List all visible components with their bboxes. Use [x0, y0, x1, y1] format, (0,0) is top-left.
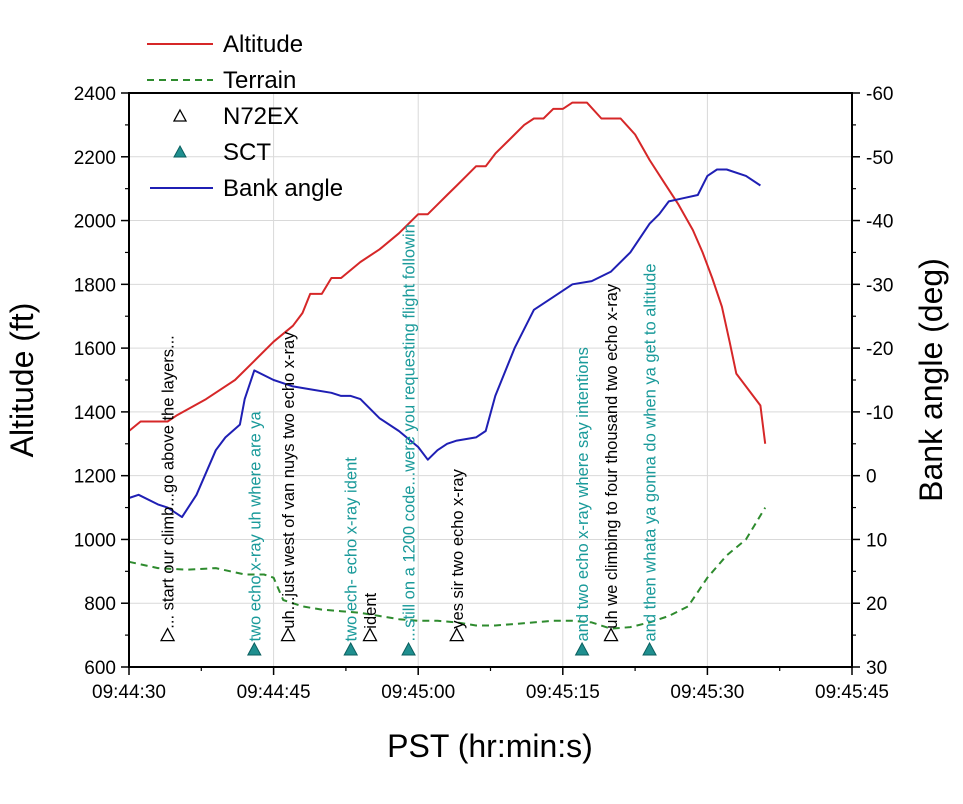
annotation-n72ex: yes sir two echo x-ray: [449, 468, 467, 628]
legend: Altitude Terrain N72EX SCT Bank angle: [147, 31, 343, 202]
legend-n72ex-label: N72EX: [223, 103, 299, 130]
marker-n72ex: [449, 627, 465, 642]
legend-bank-label: Bank angle: [223, 175, 343, 202]
legend-n72ex-marker: [172, 108, 188, 122]
legend-altitude-label: Altitude: [223, 31, 303, 58]
x-tick-label: 09:45:45: [815, 682, 889, 703]
y-tick-label: 1000: [74, 530, 116, 551]
marker-sct: [642, 641, 657, 656]
gridlines: [129, 93, 852, 667]
y-tick-label: 1800: [74, 275, 116, 296]
y2-tick-label: -60: [866, 84, 893, 105]
y-tick-label: 2200: [74, 148, 116, 169]
series-line-bank-angle: [128, 168, 761, 519]
axes: 09:44:30 09:44:45 09:45:00 09:45:15 09:45:30…: [74, 84, 894, 703]
y-axis-title: Altitude (ft): [4, 303, 40, 458]
y2-tick-label: 0: [866, 467, 877, 488]
marker-n72ex: [362, 627, 378, 642]
marker-sct: [401, 641, 416, 656]
legend-terrain-label: Terrain: [223, 67, 296, 94]
marker-n72ex: [603, 627, 619, 642]
y-tick-label: 1600: [74, 339, 116, 360]
y2-tick-label: -10: [866, 403, 893, 424]
x-tick-label: 09:44:30: [92, 682, 166, 703]
annotation-n72ex: uh we climbing to four thousand two echo…: [603, 283, 621, 629]
annotation-n72ex: ident: [362, 593, 380, 629]
y-tick-label: 600: [84, 658, 116, 679]
y2-tick-label: -40: [866, 212, 893, 233]
markers: [159, 627, 657, 656]
annotation-n72ex: uh...just west of van nuys two echo x-ra…: [280, 331, 298, 629]
annotation-sct: and then whata ya gonna do when ya get t…: [642, 264, 660, 642]
legend-sct-marker: [173, 144, 187, 158]
y-tick-label: 800: [84, 594, 116, 615]
annotation-sct: and two echo x-ray where say intentions: [574, 347, 592, 641]
annotation-sct: ...still on a 1200 code...were you reque…: [401, 224, 419, 641]
data-series: [128, 101, 767, 630]
y2-tick-label: 20: [866, 594, 887, 615]
series-line-altitude: [128, 101, 767, 444]
x-tick-label: 09:45:30: [670, 682, 744, 703]
y2-tick-label: -50: [866, 148, 893, 169]
x-tick-label: 09:45:15: [526, 682, 600, 703]
annotation-n72ex: ... start our climb...go above the layer…: [160, 335, 178, 628]
annotations: ... start our climb...go above the layer…: [160, 224, 660, 641]
series-line-terrain: [128, 507, 767, 630]
x-axis-title: PST (hr:min:s): [387, 728, 593, 764]
y2-tick-label: 30: [866, 658, 887, 679]
marker-n72ex: [280, 627, 296, 642]
annotation-sct: two ech- echo x-ray ident: [343, 457, 361, 642]
annotation-sct: two echo x-ray uh where are ya: [246, 410, 264, 641]
marker-sct: [246, 641, 262, 656]
y2-tick-label: -30: [866, 275, 893, 296]
marker-n72ex: [159, 627, 176, 642]
y2-tick-label: 10: [866, 530, 887, 551]
y2-tick-label: -20: [866, 339, 893, 360]
y-tick-label: 1200: [74, 467, 116, 488]
y2-axis-title: Bank angle (deg): [913, 258, 949, 502]
y-tick-label: 2400: [74, 84, 116, 105]
marker-sct: [343, 641, 359, 656]
y-tick-label: 2000: [74, 212, 116, 233]
x-tick-label: 09:45:00: [381, 682, 455, 703]
marker-sct: [574, 641, 590, 656]
x-tick-label: 09:44:45: [237, 682, 311, 703]
legend-sct-label: SCT: [223, 139, 271, 166]
y-tick-label: 1400: [74, 403, 116, 424]
